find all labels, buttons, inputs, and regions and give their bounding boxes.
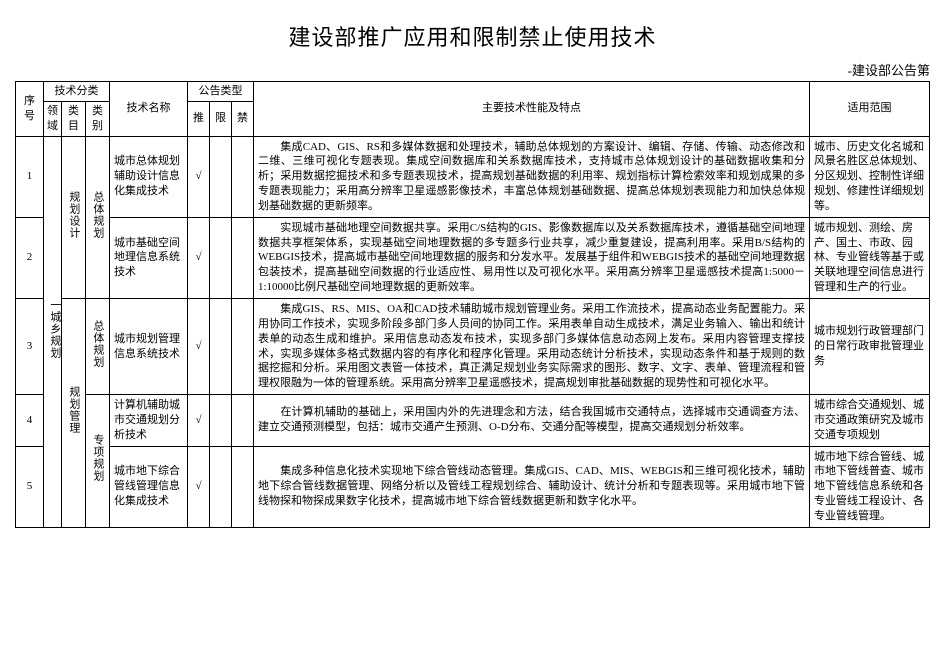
limit-cell bbox=[210, 298, 232, 394]
field-cell: 一城乡规划 bbox=[44, 136, 62, 527]
page-title: 建设部推广应用和限制禁止使用技术 bbox=[15, 20, 930, 52]
scope-cell: 城市、历史文化名城和风景名胜区总体规划、分区规划、控制性详细规划、修建性详细规划… bbox=[810, 136, 930, 217]
ban-cell bbox=[232, 136, 254, 217]
th-techname: 技术名称 bbox=[110, 82, 188, 137]
th-promote: 推 bbox=[188, 101, 210, 136]
header-row-1: 序号 技术分类 技术名称 公告类型 主要技术性能及特点 适用范围 bbox=[16, 82, 930, 102]
promote-cell: √ bbox=[188, 136, 210, 217]
promote-cell: √ bbox=[188, 395, 210, 447]
limit-cell bbox=[210, 395, 232, 447]
ban-cell bbox=[232, 217, 254, 298]
th-type: 类别 bbox=[86, 101, 110, 136]
promote-cell: √ bbox=[188, 446, 210, 527]
th-techclass: 技术分类 bbox=[44, 82, 110, 102]
scope-cell: 城市规划、测绘、房产、国土、市政、园林、专业管线等基于或关联地理空间信息进行管理… bbox=[810, 217, 930, 298]
seq-cell: 2 bbox=[16, 217, 44, 298]
tech-cell: 城市地下综合管线管理信息化集成技术 bbox=[110, 446, 188, 527]
table-row: 3 规划管理 总体规划 城市规划管理信息系统技术 √ 集成GIS、RS、MIS、… bbox=[16, 298, 930, 394]
th-category: 类目 bbox=[62, 101, 86, 136]
scope-cell: 城市综合交通规划、城市交通政策研究及城市交通专项规划 bbox=[810, 395, 930, 447]
cat-cell: 规划管理 bbox=[62, 298, 86, 527]
type-cell: 总体规划 bbox=[86, 136, 110, 298]
feat-cell: 实现城市基础地理空间数据共享。采用C/S结构的GIS、影像数据库以及关系数据库技… bbox=[254, 217, 810, 298]
table-row: 5 城市地下综合管线管理信息化集成技术 √ 集成多种信息化技术实现地下综合管线动… bbox=[16, 446, 930, 527]
seq-cell: 3 bbox=[16, 298, 44, 394]
table-row: 1 一城乡规划 规划设计 总体规划 城市总体规划辅助设计信息化集成技术 √ 集成… bbox=[16, 136, 930, 217]
feat-cell: 集成GIS、RS、MIS、OA和CAD技术辅助城市规划管理业务。采用工作流技术，… bbox=[254, 298, 810, 394]
th-field: 领域 bbox=[44, 101, 62, 136]
th-limit: 限 bbox=[210, 101, 232, 136]
table-row: 2 城市基础空间地理信息系统技术 √ 实现城市基础地理空间数据共享。采用C/S结… bbox=[16, 217, 930, 298]
scope-cell: 城市规划行政管理部门的日常行政审批管理业务 bbox=[810, 298, 930, 394]
promote-cell: √ bbox=[188, 298, 210, 394]
th-seq: 序号 bbox=[16, 82, 44, 137]
feat-cell: 在计算机辅助的基础上，采用国内外的先进理念和方法，结合我国城市交通特点，选择城市… bbox=[254, 395, 810, 447]
ban-cell bbox=[232, 298, 254, 394]
feat-cell: 集成多种信息化技术实现地下综合管线动态管理。集成GIS、CAD、MIS、WEBG… bbox=[254, 446, 810, 527]
tech-cell: 城市总体规划辅助设计信息化集成技术 bbox=[110, 136, 188, 217]
seq-cell: 5 bbox=[16, 446, 44, 527]
th-scope: 适用范围 bbox=[810, 82, 930, 137]
feat-cell: 集成CAD、GIS、RS和多媒体数据和处理技术，辅助总体规划的方案设计、编辑、存… bbox=[254, 136, 810, 217]
limit-cell bbox=[210, 446, 232, 527]
th-pubtype: 公告类型 bbox=[188, 82, 254, 102]
tech-cell: 计算机辅助城市交通规划分析技术 bbox=[110, 395, 188, 447]
tech-cell: 城市基础空间地理信息系统技术 bbox=[110, 217, 188, 298]
th-features: 主要技术性能及特点 bbox=[254, 82, 810, 137]
seq-cell: 4 bbox=[16, 395, 44, 447]
type-cell: 总体规划 bbox=[86, 298, 110, 394]
type-cell: 专项规划 bbox=[86, 395, 110, 528]
tech-table: 序号 技术分类 技术名称 公告类型 主要技术性能及特点 适用范围 领域 类目 类… bbox=[15, 81, 930, 528]
promote-cell: √ bbox=[188, 217, 210, 298]
page-subtitle: -建设部公告第 bbox=[15, 60, 930, 79]
th-ban: 禁 bbox=[232, 101, 254, 136]
limit-cell bbox=[210, 217, 232, 298]
scope-cell: 城市地下综合管线、城市地下管线普查、城市地下管线信息系统和各专业管线工程设计、各… bbox=[810, 446, 930, 527]
ban-cell bbox=[232, 395, 254, 447]
cat-cell: 规划设计 bbox=[62, 136, 86, 298]
seq-cell: 1 bbox=[16, 136, 44, 217]
table-row: 4 专项规划 计算机辅助城市交通规划分析技术 √ 在计算机辅助的基础上，采用国内… bbox=[16, 395, 930, 447]
tech-cell: 城市规划管理信息系统技术 bbox=[110, 298, 188, 394]
ban-cell bbox=[232, 446, 254, 527]
limit-cell bbox=[210, 136, 232, 217]
